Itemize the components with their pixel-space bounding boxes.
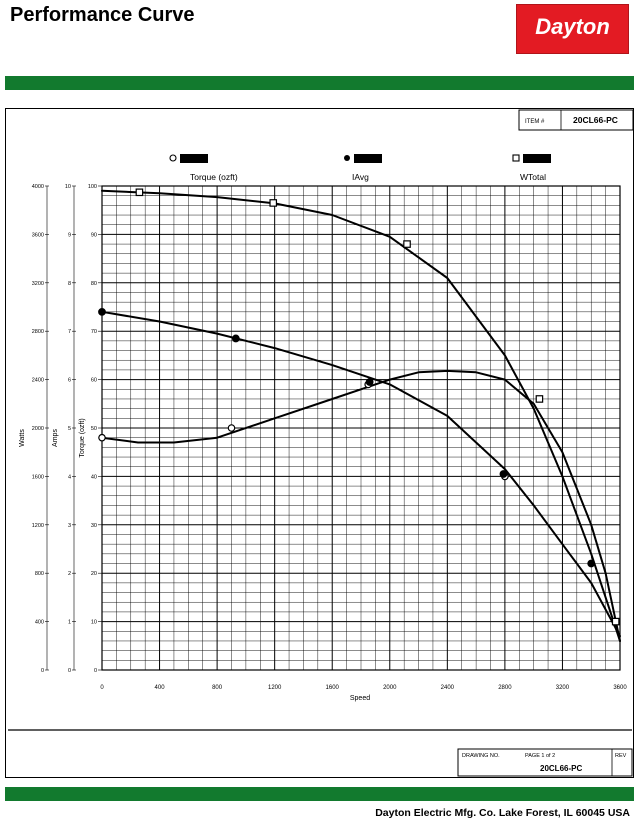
series-point-square (611, 617, 620, 626)
x-tick-label: 3200 (556, 685, 570, 691)
series-point-square (535, 395, 544, 403)
drawing-no-label: DRAWING NO. (462, 753, 500, 759)
y-tick-label-watts: 3600 (32, 232, 44, 238)
y-tick-label-watts: 800 (35, 571, 44, 577)
y-tick-label-watts: 0 (41, 668, 44, 674)
bottom-green-bar (5, 787, 634, 801)
series-point-open-circle (98, 433, 106, 442)
y-tick-label-watts: 2000 (32, 426, 44, 432)
x-tick-label: 2800 (498, 685, 512, 691)
page-label: PAGE 1 of 2 (525, 753, 555, 759)
legend-marker-filled-circle (344, 155, 350, 161)
y-axis-label-amps: Amps (52, 429, 59, 447)
series-point-filled-circle (231, 334, 240, 343)
y-axis-label-torque: Torque (ozft) (79, 418, 86, 457)
y-tick-label-watts: 4000 (32, 184, 44, 190)
y-tick-label-torque: 0 (94, 668, 97, 674)
x-tick-label: 2000 (383, 685, 397, 691)
y-tick-label-amps: 7 (68, 329, 71, 335)
y-tick-label-amps: 8 (68, 281, 71, 287)
y-tick-label-torque: 50 (91, 426, 97, 432)
series-line-1 (101, 310, 621, 638)
y-tick-label-watts: 3200 (32, 281, 44, 287)
legend-marker-square (512, 154, 520, 162)
dayton-logo: Dayton (516, 4, 629, 54)
x-tick-label: 2400 (441, 685, 455, 691)
footer-company: Dayton Electric Mfg. Co. Lake Forest, IL… (375, 807, 630, 819)
legend-swatch (180, 154, 208, 163)
item-box (518, 109, 634, 131)
y-tick-label-torque: 60 (91, 378, 97, 384)
page-title: Performance Curve (10, 4, 195, 26)
series-line-2 (101, 189, 621, 642)
legend-swatch (354, 154, 382, 163)
x-tick-label: 1200 (268, 685, 282, 691)
series-point-filled-circle (499, 470, 508, 478)
y-tick-label-torque: 100 (88, 184, 97, 190)
y-tick-label-amps: 10 (65, 184, 71, 190)
legend-label: IAvg (352, 172, 369, 182)
legend-label: Torque (ozft) (190, 172, 238, 182)
x-tick-label: 3600 (613, 685, 627, 691)
y-tick-label-amps: 6 (68, 378, 71, 384)
x-tick-label: 400 (155, 685, 166, 691)
y-tick-label-amps: 2 (68, 571, 71, 577)
y-tick-label-torque: 90 (91, 232, 97, 238)
y-tick-label-torque: 10 (91, 620, 97, 626)
series-point-filled-circle (98, 307, 106, 316)
series-point-open-circle (227, 424, 236, 432)
rev-label: REV (615, 753, 627, 759)
series-point-filled-circle (365, 378, 374, 386)
y-tick-label-amps: 0 (68, 668, 71, 674)
y-tick-label-watts: 1600 (32, 474, 44, 480)
y-tick-label-amps: 9 (68, 232, 71, 238)
y-tick-label-watts: 2800 (32, 329, 44, 335)
x-axis-label: Speed (350, 695, 370, 702)
y-axis-label-watts: Watts (19, 429, 26, 447)
series-line-0 (101, 369, 621, 642)
y-tick-label-watts: 2400 (32, 378, 44, 384)
x-tick-label: 0 (100, 685, 104, 691)
drawing-value: 20CL66-PC (540, 764, 582, 773)
item-label: ITEM # (525, 119, 545, 125)
y-tick-label-amps: 1 (68, 620, 71, 626)
legend-label: WTotal (520, 172, 546, 182)
series-point-square (403, 240, 411, 248)
y-tick-label-watts: 400 (35, 620, 44, 626)
y-tick-label-torque: 20 (91, 571, 97, 577)
x-tick-label: 1600 (326, 685, 340, 691)
y-tick-label-amps: 4 (68, 474, 71, 480)
series-point-square (135, 188, 144, 197)
y-tick-label-torque: 30 (91, 523, 97, 529)
series-point-square (269, 199, 278, 207)
logo-text: Dayton (535, 14, 610, 39)
drawing-box (457, 748, 633, 777)
y-tick-label-torque: 40 (91, 474, 97, 480)
y-tick-label-watts: 1200 (32, 523, 44, 529)
y-tick-label-torque: 80 (91, 281, 97, 287)
y-tick-label-amps: 5 (68, 426, 71, 432)
chart-frame (5, 108, 634, 778)
y-tick-label-amps: 3 (68, 523, 71, 529)
legend-marker-open-circle (169, 154, 177, 162)
legend-swatch (523, 154, 551, 163)
y-tick-label-torque: 70 (91, 329, 97, 335)
item-value: 20CL66-PC (573, 115, 618, 125)
x-tick-label: 800 (212, 685, 223, 691)
top-green-bar (5, 76, 634, 90)
